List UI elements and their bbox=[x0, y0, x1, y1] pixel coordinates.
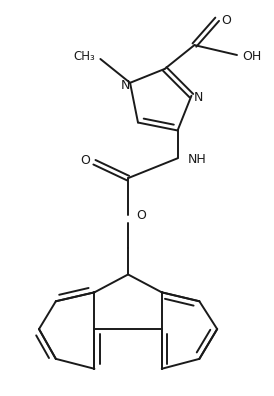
Text: O: O bbox=[136, 209, 146, 223]
Text: N: N bbox=[121, 79, 130, 92]
Text: NH: NH bbox=[187, 153, 206, 166]
Text: O: O bbox=[81, 154, 90, 167]
Text: CH₃: CH₃ bbox=[74, 50, 95, 63]
Text: O: O bbox=[221, 14, 231, 27]
Text: N: N bbox=[194, 91, 203, 104]
Text: OH: OH bbox=[242, 50, 261, 63]
